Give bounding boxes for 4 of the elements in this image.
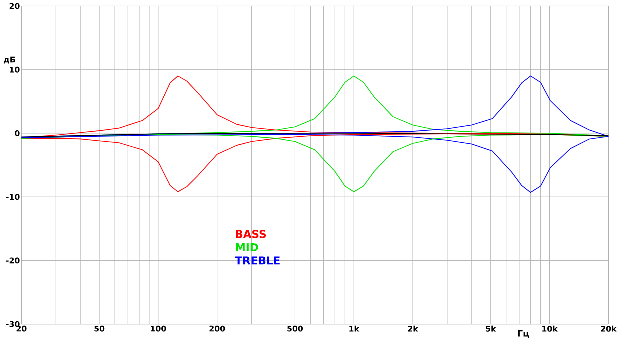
text: BASS (236, 230, 266, 238)
text: TREBLE (235, 256, 280, 265)
x-axis-title: Гц (518, 330, 530, 338)
text: MID (236, 243, 258, 252)
